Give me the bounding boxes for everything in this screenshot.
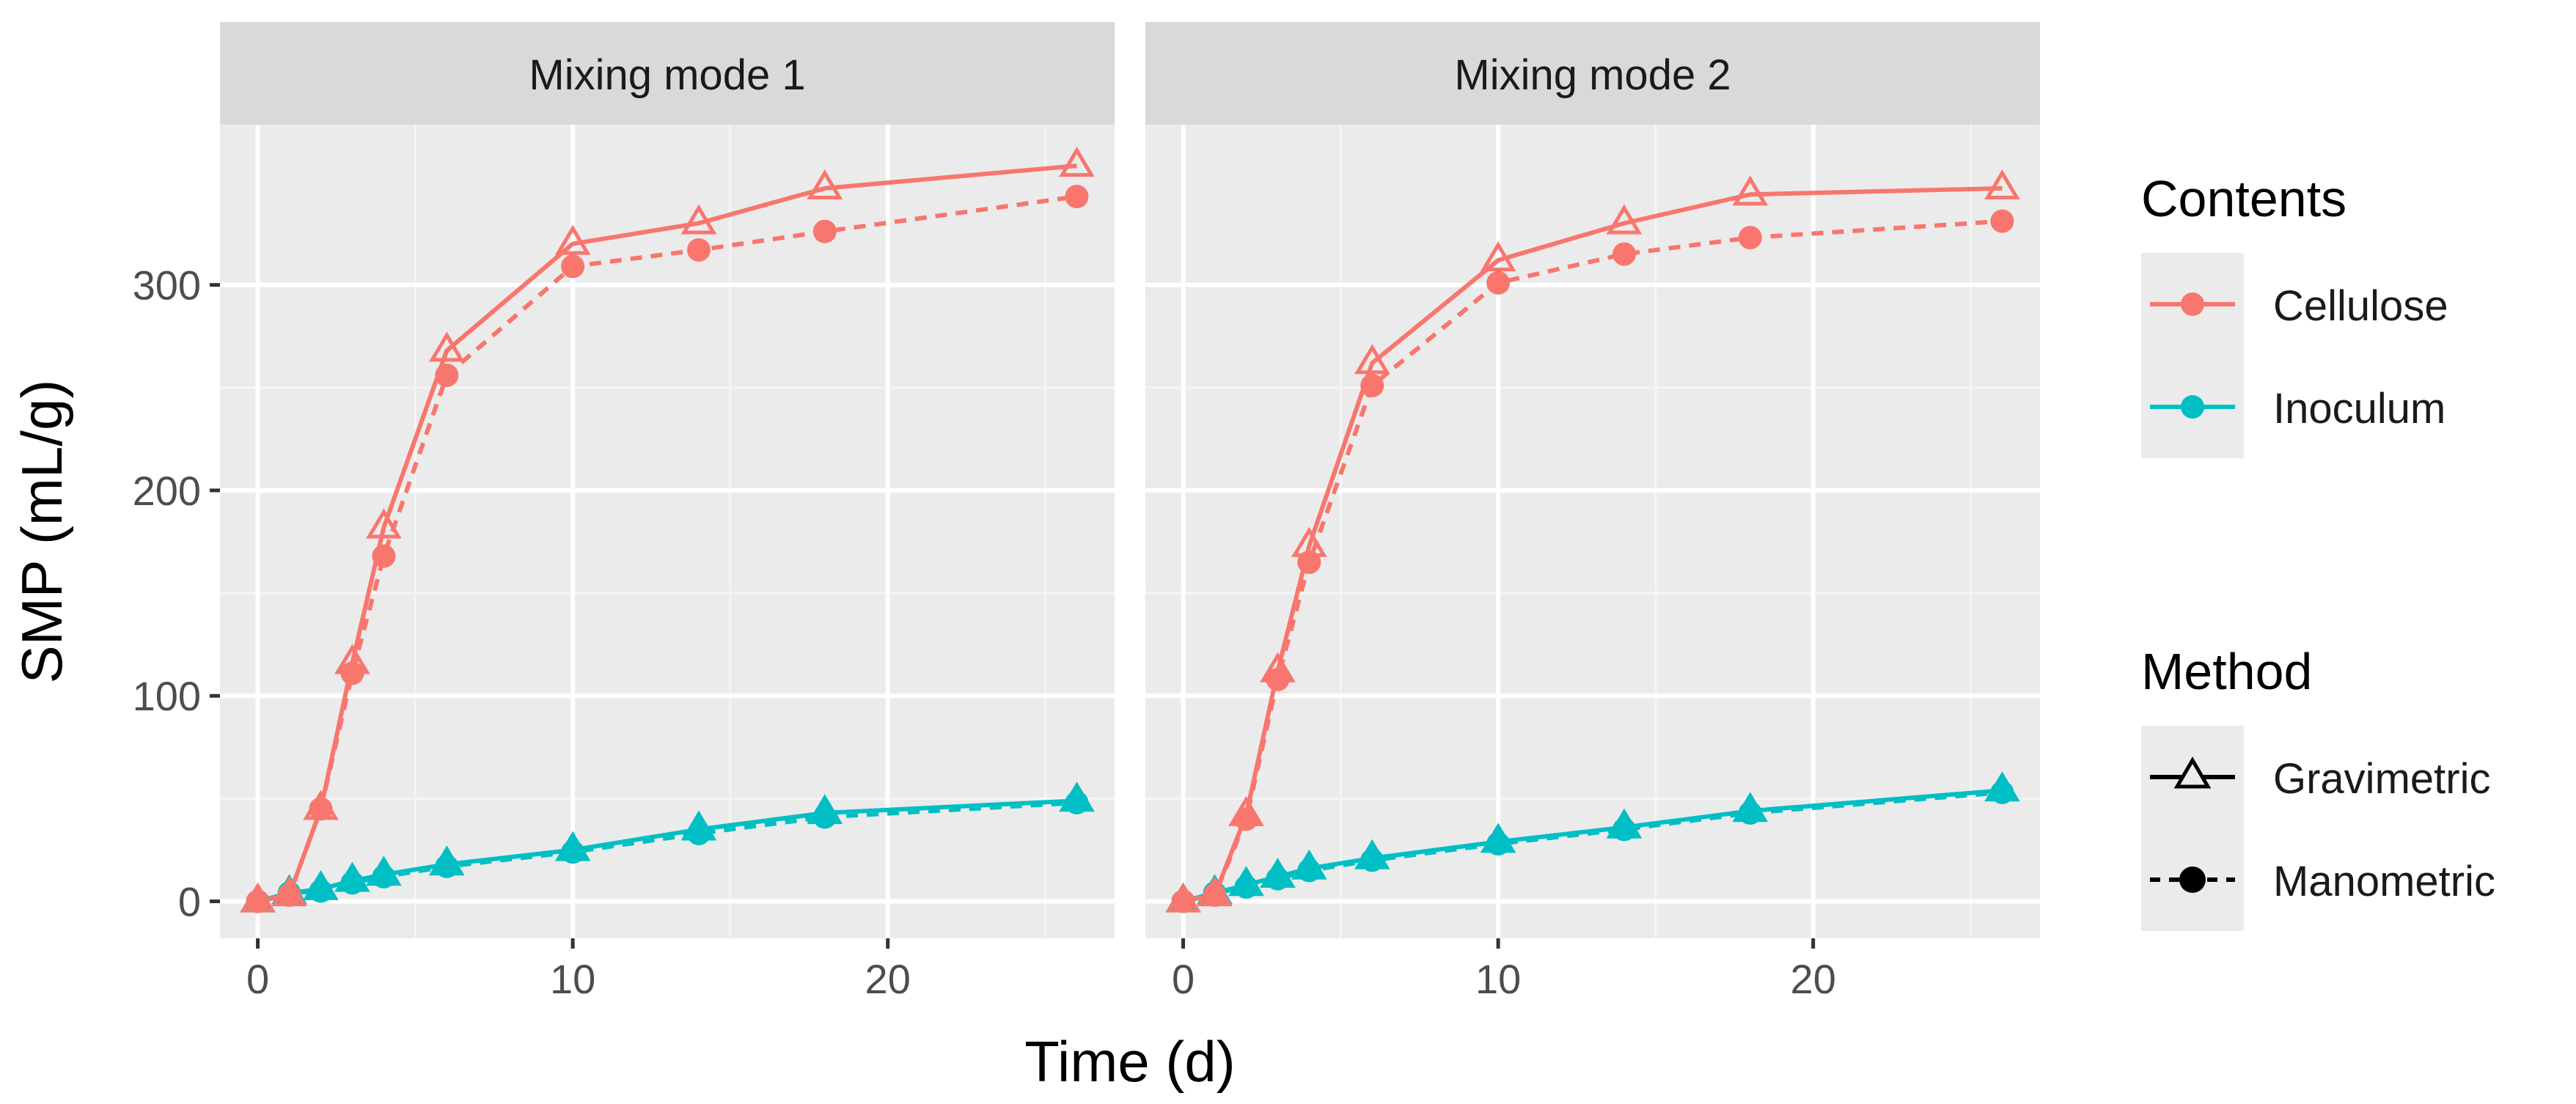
data-point-circle (561, 840, 585, 864)
data-point-circle (1266, 866, 1290, 891)
data-point-triangle (366, 508, 402, 539)
data-point-circle (246, 889, 270, 913)
data-point-circle (686, 822, 711, 846)
y-axis-ticks: 0 100 200 300 (133, 262, 220, 925)
x-axis-ticks: 0 10 20 (1172, 938, 1836, 1002)
legend-key-inoculum (2141, 356, 2244, 458)
strip-background (1145, 22, 2040, 125)
data-point-triangle (1354, 344, 1390, 375)
y-tick-label: 100 (133, 673, 201, 719)
legend-label-cellulose: Cellulose (2273, 282, 2448, 330)
data-point-circle (1360, 373, 1384, 397)
inoculum-swatch-icon (2181, 395, 2204, 419)
strip-label: Mixing mode 1 (529, 51, 805, 99)
y-tick-label: 200 (133, 468, 201, 514)
series-cellulose-manometric (246, 185, 1089, 913)
data-point-circle (435, 363, 459, 387)
data-point-circle (561, 254, 585, 279)
data-point-triangle (1732, 175, 1769, 206)
data-point-circle (1486, 271, 1511, 295)
data-point-circle (1234, 807, 1258, 831)
data-point-circle (309, 797, 333, 821)
data-point-circle (340, 661, 364, 685)
data-point-triangle (428, 331, 465, 362)
x-axis-ticks: 0 10 20 (246, 938, 911, 1002)
legend-contents: Contents Cellulose Inoculum (2141, 170, 2448, 458)
series-line (257, 194, 1077, 904)
legend-label-manometric: Manometric (2273, 858, 2495, 905)
legend-key-gravimetric (2141, 726, 2244, 828)
data-point-circle (435, 854, 459, 878)
open-triangle-icon (2173, 757, 2212, 789)
series-line (1182, 185, 2003, 904)
series-cellulose-manometric (1171, 209, 2014, 913)
data-point-circle (1297, 551, 1321, 575)
series-line (257, 163, 1077, 904)
data-point-circle (686, 238, 711, 262)
data-point-circle (1234, 875, 1258, 899)
data-point-circle (1738, 226, 1762, 250)
data-point-circle (1297, 858, 1321, 883)
data-point-circle (1738, 801, 1762, 825)
data-point-triangle (807, 169, 843, 199)
strip-background (220, 22, 1115, 125)
series-line (1182, 218, 2003, 904)
data-point-triangle (1984, 169, 2020, 199)
data-point-circle (1612, 817, 1636, 842)
legend-title-method: Method (2141, 643, 2312, 700)
y-tick-label: 300 (133, 262, 201, 309)
legend-label-gravimetric: Gravimetric (2273, 755, 2490, 803)
facet-panel-mixing-mode-2: Mixing mode 2 0 10 20 (1145, 22, 2040, 1002)
data-point-triangle (1606, 204, 1643, 235)
data-point-circle (1486, 832, 1511, 856)
x-tick-label: 10 (550, 956, 595, 1002)
legend-key-manometric (2141, 828, 2244, 931)
legend-title-contents: Contents (2141, 170, 2346, 227)
data-point-triangle (554, 224, 591, 255)
data-point-circle (1171, 889, 1195, 913)
strip-label: Mixing mode 2 (1454, 51, 1731, 99)
data-point-triangle (680, 204, 717, 235)
data-point-circle (372, 544, 396, 568)
data-point-circle (309, 879, 333, 903)
x-tick-label: 0 (1172, 956, 1195, 1002)
series-layer (240, 147, 1095, 913)
data-point-triangle (1480, 241, 1516, 272)
data-point-circle (340, 871, 364, 895)
data-point-circle (1612, 242, 1636, 266)
data-point-circle (372, 864, 396, 888)
panel-background (1145, 125, 2040, 938)
cellulose-swatch-icon (2181, 292, 2204, 316)
data-point-circle (812, 805, 837, 829)
y-axis-title: SMP (mL/g) (10, 380, 74, 684)
series-line (257, 801, 1077, 904)
data-point-triangle (1059, 147, 1095, 177)
series-line (1182, 790, 2003, 904)
data-point-circle (277, 883, 301, 908)
data-point-circle (1065, 185, 1089, 209)
legend-method: Method Gravimetric Manometric (2141, 643, 2495, 931)
data-point-circle (1203, 883, 1227, 908)
data-point-circle (812, 219, 837, 243)
legend-key-cellulose (2141, 253, 2244, 356)
x-tick-label: 20 (865, 956, 911, 1002)
panel-background (220, 125, 1115, 938)
data-point-circle (1360, 848, 1384, 872)
x-tick-label: 10 (1475, 956, 1521, 1002)
facet-panel-mixing-mode-1: Mixing mode 1 0 10 20 (220, 22, 1115, 1002)
x-tick-label: 20 (1791, 956, 1836, 1002)
data-point-circle (1065, 791, 1089, 814)
legend-label-inoculum: Inoculum (2273, 385, 2445, 433)
y-tick-label: 0 (178, 879, 201, 925)
data-point-circle (1990, 780, 2014, 804)
series-layer (1165, 169, 2020, 913)
x-tick-label: 0 (246, 956, 269, 1002)
data-point-circle (1266, 667, 1290, 691)
filled-circle-icon (2179, 866, 2206, 893)
data-point-circle (1990, 209, 2014, 233)
x-axis-title: Time (d) (1024, 1029, 1235, 1094)
